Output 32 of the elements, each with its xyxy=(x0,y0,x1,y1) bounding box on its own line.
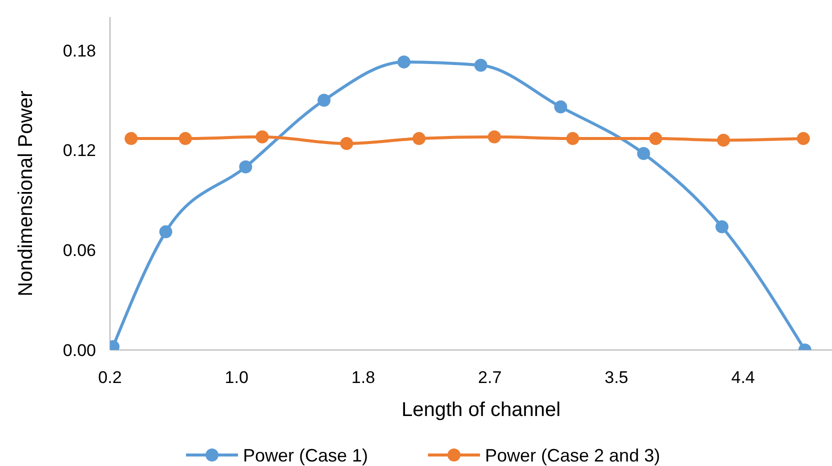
point xyxy=(637,147,650,160)
point xyxy=(716,134,730,147)
point xyxy=(474,58,488,72)
legend-label: Power (Case 2 and 3) xyxy=(485,445,660,466)
point xyxy=(796,132,810,146)
point xyxy=(239,160,252,174)
y-tick-label: 0.18 xyxy=(62,41,96,60)
point xyxy=(488,130,501,144)
point xyxy=(318,94,331,107)
point xyxy=(649,132,662,146)
x-tick-label: 3.5 xyxy=(604,368,628,387)
y-tick-label: 0.12 xyxy=(62,141,96,160)
point xyxy=(554,100,568,114)
x-tick-label: 0.2 xyxy=(98,368,122,387)
legend-label: Power (Case 1) xyxy=(243,445,368,466)
point xyxy=(124,132,138,146)
y-tick-label: 0.06 xyxy=(62,241,96,260)
y-axis-title: Nondimensional Power xyxy=(15,90,37,296)
point xyxy=(178,132,192,146)
x-tick-label: 4.4 xyxy=(731,368,755,387)
point xyxy=(340,137,354,150)
point xyxy=(566,132,580,146)
x-axis-title: Length of channel xyxy=(401,399,561,421)
x-tick-label: 1.0 xyxy=(224,368,248,387)
point xyxy=(715,220,728,234)
x-tick-label: 1.8 xyxy=(351,368,376,387)
y-tick-label: 0.00 xyxy=(62,340,96,360)
point xyxy=(159,225,172,238)
point xyxy=(397,55,410,68)
x-tick-label: 2.7 xyxy=(478,368,502,387)
point xyxy=(256,130,269,144)
point xyxy=(412,132,426,146)
